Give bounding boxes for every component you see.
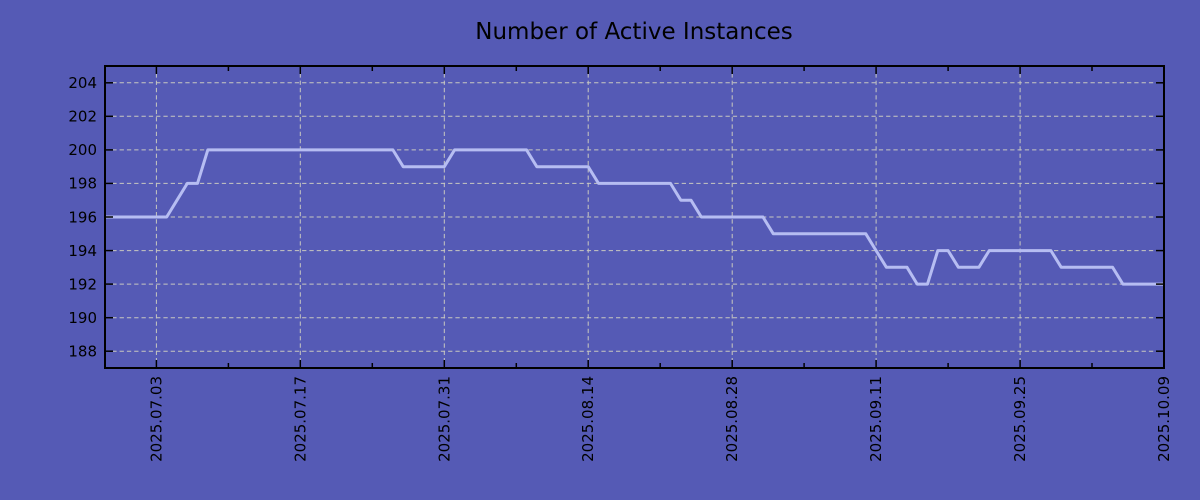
y-axis-labels: 188 190 192 194 196 198 200 202 204 xyxy=(68,74,97,360)
chart-title: Number of Active Instances xyxy=(475,19,792,45)
x-tick-label: 2025.08.28 xyxy=(723,376,741,462)
y-tick-label: 198 xyxy=(68,175,97,193)
data-line-active-instances xyxy=(105,148,1164,286)
y-tick-label: 188 xyxy=(68,343,97,361)
x-tick-label: 2025.09.25 xyxy=(1011,376,1029,462)
axis-ticks xyxy=(106,67,1165,367)
plot-border xyxy=(104,65,1165,369)
x-axis-labels: 2025.07.03 2025.07.17 2025.07.31 2025.08.14… xyxy=(147,376,1173,462)
data-series xyxy=(105,148,1164,286)
x-tick-label: 2025.08.14 xyxy=(579,376,597,462)
y-tick-label: 190 xyxy=(68,309,97,327)
y-tick-label: 202 xyxy=(68,108,97,126)
y-tick-label: 192 xyxy=(68,275,97,293)
y-tick-label: 200 xyxy=(68,141,97,159)
gridlines xyxy=(105,66,1165,368)
x-tick-label: 2025.10.09 xyxy=(1155,376,1173,462)
y-tick-label: 196 xyxy=(68,208,97,226)
x-tick-label: 2025.09.11 xyxy=(867,376,885,462)
y-tick-label: 204 xyxy=(68,74,97,92)
x-tick-label: 2025.07.03 xyxy=(147,376,165,462)
x-tick-label: 2025.07.17 xyxy=(291,376,309,462)
plot-border-rect xyxy=(104,65,1165,369)
x-tick-label: 2025.07.31 xyxy=(435,376,453,462)
y-tick-label: 194 xyxy=(68,242,97,260)
